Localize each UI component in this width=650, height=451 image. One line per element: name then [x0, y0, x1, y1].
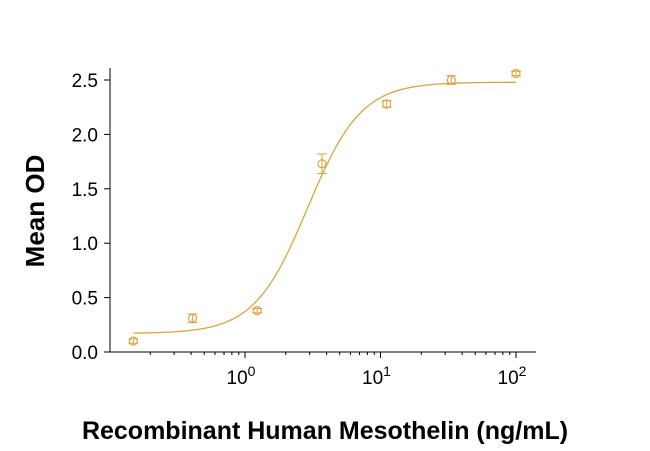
- y-axis: 0.0 0.5 1.0 1.5 2.0 2.5: [72, 68, 111, 364]
- y-tick-label: 2.5: [72, 71, 98, 92]
- y-tick-label: 1.5: [72, 180, 98, 201]
- y-ticks: 0.0 0.5 1.0 1.5 2.0 2.5: [72, 71, 110, 364]
- data-point: [382, 99, 392, 109]
- data-points: [128, 68, 521, 346]
- data-point: [511, 68, 521, 79]
- data-point: [446, 75, 456, 85]
- x-tick-label: 101: [362, 363, 391, 389]
- data-point: [252, 306, 262, 316]
- y-tick-label: 0.0: [72, 343, 98, 364]
- data-point: [317, 159, 327, 169]
- data-point: [187, 313, 198, 323]
- data-point: [128, 336, 138, 346]
- x-tick-label: 102: [498, 363, 527, 389]
- y-tick-label: 1.0: [72, 234, 98, 255]
- x-axis: 100 101 102: [110, 351, 536, 389]
- y-tick-label: 2.0: [72, 125, 98, 146]
- y-axis-title: Mean OD: [20, 155, 50, 268]
- fit-curve: [133, 81, 517, 334]
- x-axis-title: Recombinant Human Mesothelin (ng/mL): [82, 417, 568, 445]
- x-ticks: 100 101 102: [149, 352, 527, 389]
- y-tick-label: 0.5: [72, 289, 98, 310]
- x-tick-label: 100: [227, 363, 256, 389]
